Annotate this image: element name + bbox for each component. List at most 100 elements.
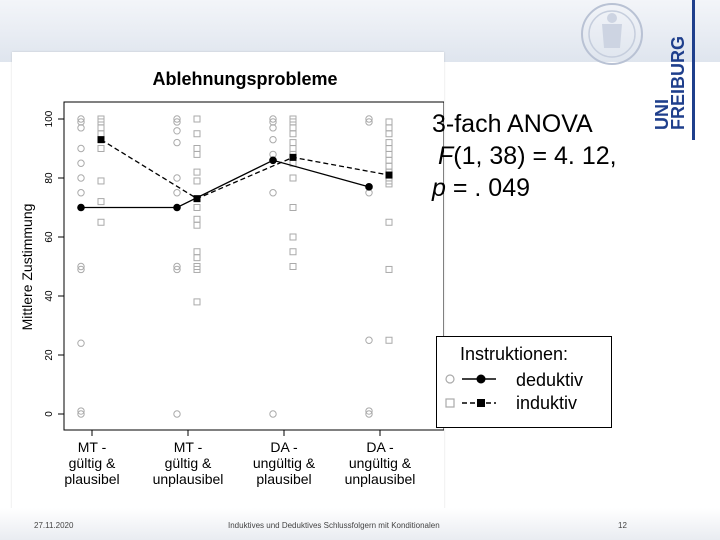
anova-f-symbol: F <box>438 142 454 170</box>
point-deduktiv-0-9 <box>77 339 85 347</box>
point-deduktiv-1-0 <box>173 115 181 123</box>
anova-p-symbol: p <box>432 174 446 202</box>
point-induktiv-1-1 <box>193 130 201 138</box>
point-deduktiv-1-6 <box>173 262 181 271</box>
point-deduktiv-2-2 <box>269 124 277 132</box>
point-induktiv-3-2 <box>385 130 393 138</box>
point-induktiv-1-2 <box>193 145 201 152</box>
legend-label-induktiv: induktiv <box>516 393 578 413</box>
point-induktiv-3-12 <box>385 218 393 226</box>
point-deduktiv-1-2 <box>173 127 181 135</box>
footer-page-number: 12 <box>618 521 627 530</box>
mean-marker-deduktiv-3 <box>365 183 373 191</box>
point-deduktiv-3-5 <box>365 410 373 418</box>
point-induktiv-1-0 <box>193 115 201 123</box>
x-tick-label-1: MT -gültig & unplausibel <box>153 439 224 487</box>
point-deduktiv-0-4 <box>77 159 85 167</box>
point-deduktiv-0-6 <box>77 189 85 197</box>
legend-induktiv-marker-icon <box>477 399 485 407</box>
point-induktiv-3-11 <box>385 180 393 188</box>
point-induktiv-3-5 <box>385 150 393 158</box>
point-induktiv-1-3 <box>193 150 201 158</box>
point-deduktiv-1-5 <box>173 189 181 197</box>
point-induktiv-2-5 <box>289 145 297 152</box>
point-deduktiv-2-0 <box>269 115 277 123</box>
legend-induktiv-open-icon <box>445 398 455 408</box>
point-deduktiv-1-7 <box>173 265 181 274</box>
point-induktiv-3-3 <box>385 139 393 147</box>
point-induktiv-1-9 <box>193 248 201 256</box>
footer-date: 27.11.2020 <box>34 521 74 530</box>
point-deduktiv-0-0 <box>77 115 85 123</box>
point-induktiv-0-2 <box>97 124 105 132</box>
anova-line-2: F(1, 38) = 4. 12, <box>432 140 617 172</box>
point-induktiv-2-11 <box>289 248 297 256</box>
x-tick-label-0: MT -gültig & plausibel <box>64 439 119 487</box>
point-induktiv-1-8 <box>193 221 201 229</box>
point-induktiv-2-8 <box>289 174 297 182</box>
chart-title: Ablehnungsprobleme <box>152 69 337 89</box>
header-band <box>0 0 720 62</box>
y-tick-label-20: 20 <box>44 349 55 361</box>
point-deduktiv-3-3 <box>365 336 373 344</box>
mean-marker-induktiv-0 <box>97 136 105 144</box>
legend-label-deduktiv: deduktiv <box>516 370 584 390</box>
legend-deduktiv-marker-icon <box>476 374 486 384</box>
point-deduktiv-3-4 <box>365 407 373 415</box>
footer-band <box>0 508 720 540</box>
chart-ablehnungsprobleme: Ablehnungsprobleme Mittlere Zustimmung 0… <box>19 69 444 487</box>
point-induktiv-3-0 <box>385 118 393 126</box>
point-induktiv-2-3 <box>289 130 297 138</box>
point-deduktiv-1-3 <box>173 138 181 147</box>
point-induktiv-0-6 <box>97 198 105 206</box>
point-deduktiv-0-7 <box>77 262 85 271</box>
anova-result: 3-fach ANOVA F(1, 38) = 4. 12, p = . 049 <box>432 108 617 204</box>
x-tick-label-3: DA -ungültig & unplausibel <box>345 439 416 487</box>
point-induktiv-1-5 <box>193 177 201 185</box>
mean-marker-induktiv-2 <box>289 153 297 161</box>
logo-divider <box>692 0 695 140</box>
legend-title: Instruktionen: <box>460 344 569 364</box>
point-deduktiv-3-1 <box>365 118 373 126</box>
footer-title: Induktives und Deduktives Schlussfolgern… <box>228 521 440 530</box>
point-induktiv-2-12 <box>289 263 297 270</box>
legend-markers <box>445 374 496 408</box>
point-induktiv-1-10 <box>193 254 201 262</box>
anova-line-3: p = . 049 <box>432 172 617 204</box>
anova-f-value: (1, 38) = 4. 12, <box>453 142 617 170</box>
point-induktiv-2-9 <box>289 204 297 211</box>
point-deduktiv-3-0 <box>365 115 373 123</box>
point-induktiv-3-13 <box>385 265 393 273</box>
mean-marker-induktiv-3 <box>385 171 393 179</box>
series-line-deduktiv <box>81 159 370 209</box>
mean-marker-deduktiv-0 <box>77 203 85 212</box>
point-deduktiv-0-10 <box>77 407 85 415</box>
point-deduktiv-2-6 <box>269 410 277 418</box>
y-tick-label-60: 60 <box>44 231 55 243</box>
y-axis-label: Mittlere Zustimmung <box>19 204 35 331</box>
y-tick-label-100: 100 <box>44 110 55 127</box>
y-tick-label-80: 80 <box>44 172 55 184</box>
point-deduktiv-0-1 <box>77 118 85 126</box>
svg-text:FREIBURG: FREIBURG <box>668 36 688 130</box>
point-induktiv-3-1 <box>385 124 393 132</box>
anova-line-1: 3-fach ANOVA <box>432 110 593 138</box>
legend-deduktiv-open-icon <box>445 374 455 384</box>
anova-p-value: = . 049 <box>445 174 531 202</box>
point-induktiv-0-5 <box>97 177 105 185</box>
point-induktiv-2-10 <box>289 233 297 241</box>
point-induktiv-0-3 <box>97 130 105 138</box>
point-induktiv-3-4 <box>385 145 393 152</box>
point-induktiv-3-14 <box>385 336 393 344</box>
point-induktiv-3-6 <box>385 156 393 164</box>
university-seal-icon <box>581 3 643 65</box>
uni-freiburg-logo: UNI FREIBURG <box>652 36 688 130</box>
y-tick-label-40: 40 <box>44 290 55 302</box>
point-deduktiv-0-8 <box>77 265 85 274</box>
point-induktiv-1-7 <box>193 215 201 223</box>
point-deduktiv-1-4 <box>173 174 181 182</box>
point-deduktiv-2-3 <box>269 135 277 144</box>
point-deduktiv-1-8 <box>173 410 181 418</box>
legend <box>436 336 612 428</box>
point-induktiv-1-4 <box>193 168 201 176</box>
